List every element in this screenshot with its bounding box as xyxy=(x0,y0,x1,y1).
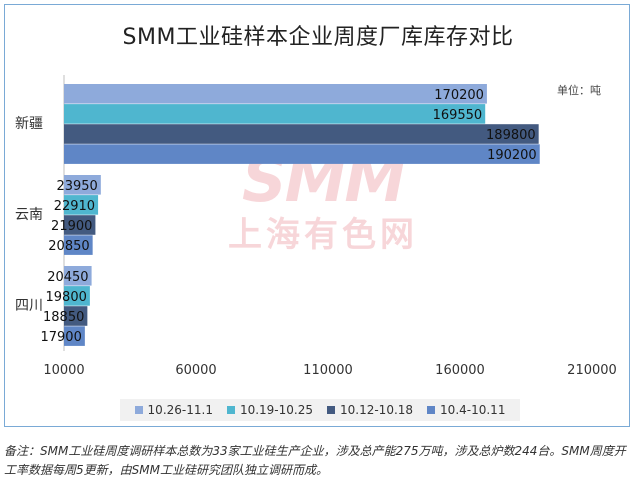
data-label: 190200 xyxy=(487,148,537,163)
legend-item: 10.19-10.25 xyxy=(226,403,313,417)
data-label: 22910 xyxy=(54,199,95,214)
bar xyxy=(64,266,92,286)
data-label: 20850 xyxy=(48,239,89,254)
x-tick-label: 10000 xyxy=(43,363,84,378)
legend-item: 10.4-10.11 xyxy=(427,403,505,417)
legend-label: 10.26-11.1 xyxy=(147,403,213,417)
bar xyxy=(64,326,85,346)
data-label: 17900 xyxy=(40,330,81,345)
category-label: 新疆 xyxy=(15,116,43,132)
bar xyxy=(64,124,539,144)
data-label: 170200 xyxy=(434,88,484,103)
legend-swatch xyxy=(427,406,436,414)
bar xyxy=(64,84,487,104)
x-tick-label: 60000 xyxy=(175,363,216,378)
bar xyxy=(64,235,93,255)
bar xyxy=(64,306,88,326)
bar xyxy=(64,215,96,235)
category-label: 云南 xyxy=(15,207,43,223)
data-label: 20450 xyxy=(47,270,88,285)
unit-label: 单位：吨 xyxy=(557,84,601,97)
legend-swatch xyxy=(327,406,335,414)
data-label: 23950 xyxy=(56,179,97,194)
legend-swatch xyxy=(226,406,235,414)
legend-item: 10.26-11.1 xyxy=(134,403,213,417)
legend-label: 10.4-10.11 xyxy=(440,403,506,417)
x-tick-label: 110000 xyxy=(303,363,353,378)
legend-item: 10.12-10.18 xyxy=(327,403,413,417)
data-label: 19800 xyxy=(46,290,87,305)
bar xyxy=(64,175,101,195)
legend-label: 10.12-10.18 xyxy=(340,403,414,417)
footnote: 备注：SMM工业硅周度调研样本总数为33家工业硅生产企业，涉及总产能275万吨，… xyxy=(4,444,626,477)
data-label: 169550 xyxy=(433,108,483,123)
x-tick-label: 210000 xyxy=(567,363,617,378)
data-label: 18850 xyxy=(43,310,84,325)
bar xyxy=(64,144,540,164)
category-label: 四川 xyxy=(15,298,43,314)
bar xyxy=(64,286,90,306)
legend-swatch xyxy=(134,406,143,414)
x-tick-label: 160000 xyxy=(435,363,485,378)
data-label: 21900 xyxy=(51,219,92,234)
chart-legend: 10.26-11.1 10.19-10.25 10.12-10.18 10.4-10.… xyxy=(120,399,520,421)
bar xyxy=(64,104,486,124)
chart-frame: SMM工业硅样本企业周度厂库库存对比 单位：吨 SMM 上海有色网 新疆 1702… xyxy=(4,4,630,427)
chart-title: SMM工业硅样本企业周度厂库库存对比 xyxy=(122,25,514,50)
data-label: 189800 xyxy=(486,128,536,143)
legend-label: 10.19-10.25 xyxy=(239,403,313,417)
bar xyxy=(64,195,99,215)
